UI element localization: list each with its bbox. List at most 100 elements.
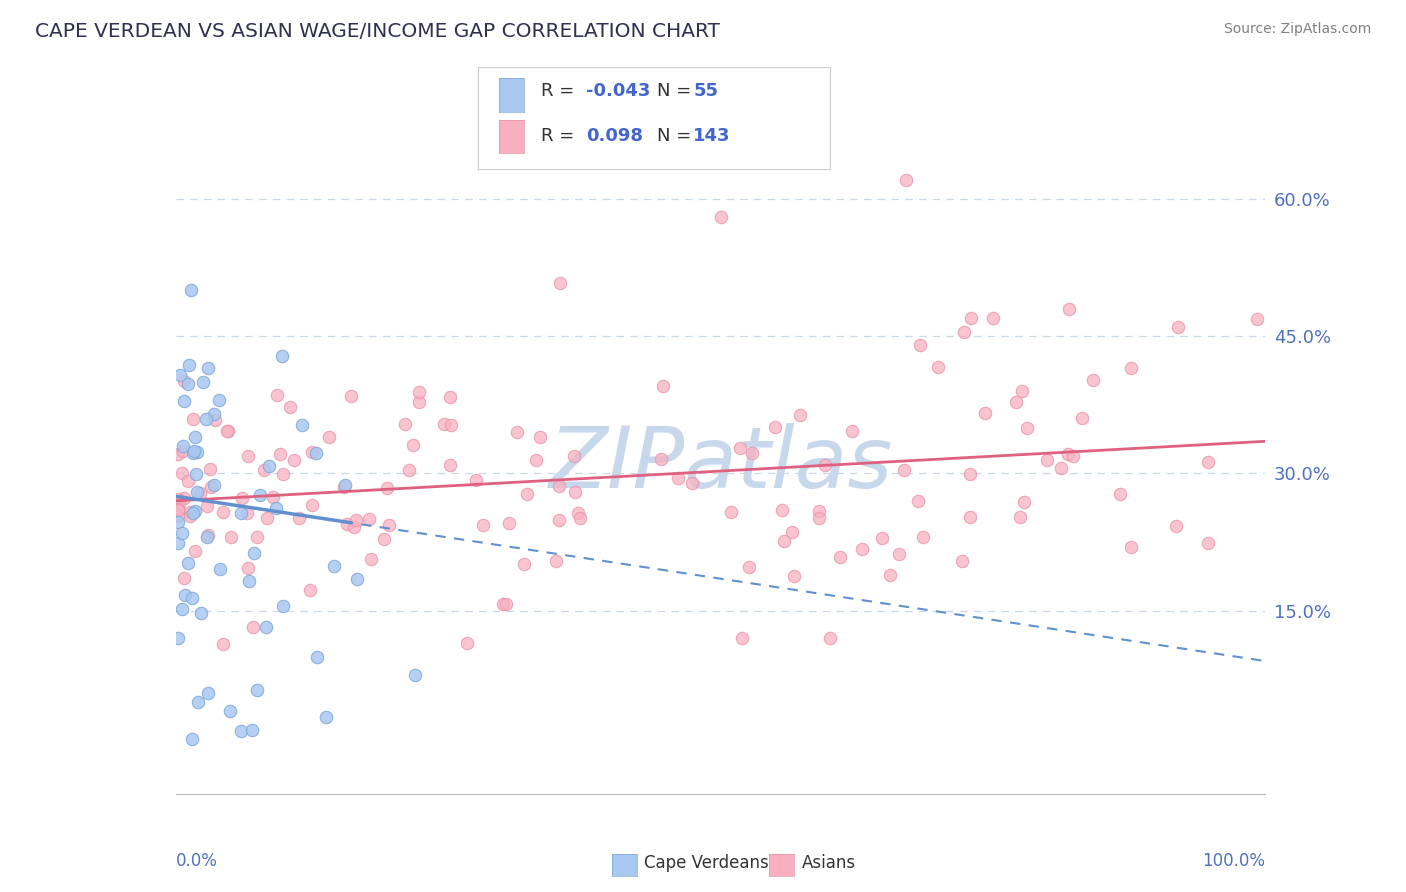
Point xyxy=(440,417,463,432)
Text: 55: 55 xyxy=(693,82,718,100)
Point xyxy=(772,533,794,548)
Point xyxy=(257,458,280,473)
Point xyxy=(1121,361,1143,376)
Point xyxy=(173,393,195,408)
Point xyxy=(710,210,733,224)
Point xyxy=(780,525,803,540)
Point xyxy=(373,532,395,546)
Point xyxy=(202,477,225,491)
Point xyxy=(169,368,191,382)
Point xyxy=(278,400,301,414)
Point xyxy=(217,424,239,438)
Point xyxy=(184,543,207,558)
Point xyxy=(238,574,260,588)
Point xyxy=(167,447,190,461)
Point xyxy=(492,597,515,611)
Point xyxy=(763,420,786,434)
Point xyxy=(219,705,242,719)
Point xyxy=(307,649,329,664)
Point xyxy=(960,310,983,325)
Point xyxy=(770,503,793,517)
Point xyxy=(181,731,204,746)
Point xyxy=(262,490,284,504)
Point xyxy=(204,413,226,427)
Point xyxy=(269,447,291,461)
Point xyxy=(197,686,219,700)
Point xyxy=(529,430,551,444)
Point xyxy=(974,406,997,420)
Point xyxy=(167,492,190,507)
Point xyxy=(179,508,201,523)
Point xyxy=(681,475,703,490)
Point xyxy=(1015,420,1038,434)
Point xyxy=(174,588,197,602)
Point xyxy=(394,417,416,431)
Point xyxy=(194,411,217,425)
Point xyxy=(231,491,253,505)
Point xyxy=(1083,373,1105,387)
Point xyxy=(1246,312,1268,326)
Point xyxy=(179,505,201,519)
Point xyxy=(181,412,204,426)
Point xyxy=(173,374,195,388)
Point xyxy=(172,444,194,458)
Point xyxy=(1012,494,1035,508)
Point xyxy=(181,446,204,460)
Point xyxy=(402,438,425,452)
Point xyxy=(271,467,294,481)
Point xyxy=(1070,410,1092,425)
Point xyxy=(333,480,356,494)
Point xyxy=(167,515,190,529)
Point xyxy=(1035,453,1057,467)
Text: Cape Verdeans: Cape Verdeans xyxy=(644,855,769,872)
Point xyxy=(731,631,754,645)
Point xyxy=(236,506,259,520)
Point xyxy=(167,536,190,550)
Point xyxy=(273,599,295,613)
Point xyxy=(323,559,346,574)
Point xyxy=(652,379,675,393)
Point xyxy=(506,425,529,439)
Point xyxy=(177,556,200,570)
Point xyxy=(841,425,863,439)
Point xyxy=(959,509,981,524)
Point xyxy=(433,417,456,431)
Point xyxy=(952,325,974,339)
Text: N =: N = xyxy=(657,82,696,100)
Point xyxy=(184,467,207,482)
Point xyxy=(456,636,478,650)
Point xyxy=(1008,510,1031,524)
Point xyxy=(927,359,949,374)
Point xyxy=(398,463,420,477)
Point xyxy=(564,484,586,499)
Point xyxy=(318,429,340,443)
Point xyxy=(256,510,278,524)
Point xyxy=(170,525,193,540)
Point xyxy=(335,477,357,491)
Point xyxy=(298,582,321,597)
Point xyxy=(183,504,205,518)
Point xyxy=(283,453,305,467)
Point xyxy=(173,491,195,505)
Point xyxy=(254,619,277,633)
Point xyxy=(359,512,381,526)
Text: R =: R = xyxy=(541,127,581,145)
Point xyxy=(188,486,211,500)
Point xyxy=(728,441,751,455)
Point xyxy=(872,531,894,545)
Point xyxy=(513,557,536,571)
Point xyxy=(246,530,269,544)
Point xyxy=(242,545,264,559)
Point xyxy=(177,377,200,392)
Point xyxy=(195,530,218,544)
Point xyxy=(546,553,568,567)
Point xyxy=(439,390,461,404)
Point xyxy=(167,503,190,517)
Point xyxy=(301,498,323,512)
Point xyxy=(170,467,193,481)
Point xyxy=(405,668,427,682)
Point xyxy=(828,549,851,564)
Point xyxy=(1108,486,1130,500)
Point xyxy=(668,471,690,485)
Point xyxy=(172,439,194,453)
